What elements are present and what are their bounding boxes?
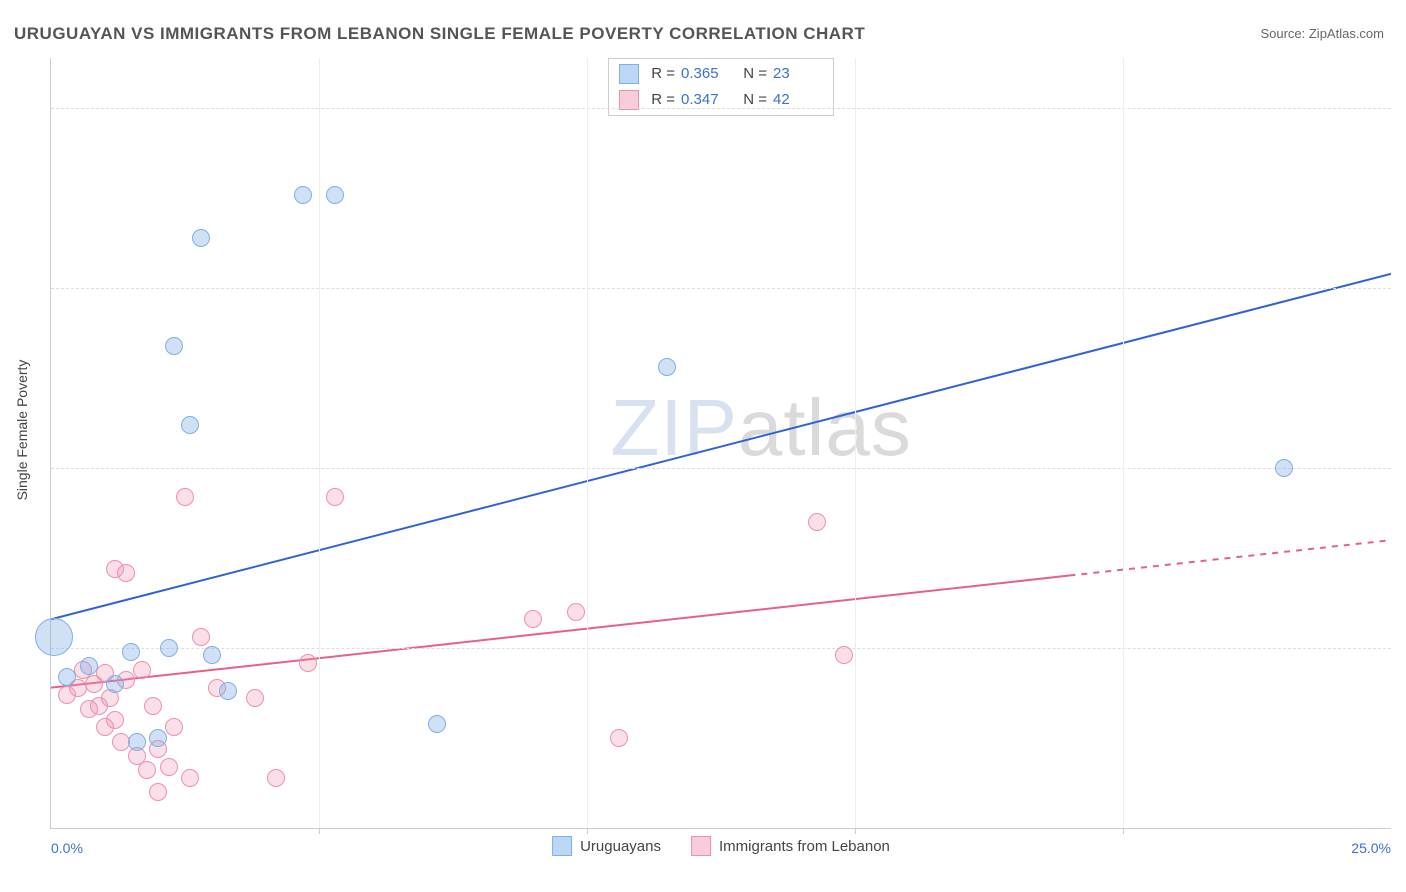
x-tick — [1123, 828, 1124, 834]
chart-container: URUGUAYAN VS IMMIGRANTS FROM LEBANON SIN… — [0, 0, 1406, 892]
data-point — [117, 564, 135, 582]
data-point — [149, 729, 167, 747]
source-label: Source: — [1260, 26, 1308, 41]
gridline-h — [51, 288, 1391, 289]
x-tick-label-max: 25.0% — [1351, 840, 1391, 856]
y-tick-label: 75.0% — [1397, 280, 1406, 296]
data-point — [299, 654, 317, 672]
x-tick — [587, 828, 588, 834]
data-point — [192, 229, 210, 247]
source-attribution: Source: ZipAtlas.com — [1260, 26, 1384, 41]
data-point — [181, 416, 199, 434]
data-point — [176, 488, 194, 506]
source-value: ZipAtlas.com — [1309, 26, 1384, 41]
series-swatch-0 — [552, 836, 572, 856]
data-point — [106, 675, 124, 693]
correlation-legend: R = 0.365 N = 23 R = 0.347 N = 42 — [608, 58, 834, 116]
gridline-v — [319, 58, 320, 828]
data-point — [246, 689, 264, 707]
data-point — [610, 729, 628, 747]
data-point — [149, 783, 167, 801]
x-tick — [855, 828, 856, 834]
watermark-bold: ZIP — [610, 383, 737, 472]
data-point — [165, 337, 183, 355]
legend-row-0: R = 0.365 N = 23 — [619, 61, 823, 87]
data-point — [326, 488, 344, 506]
data-point — [160, 758, 178, 776]
series-legend-item-1: Immigrants from Lebanon — [691, 836, 890, 856]
trendlines-layer — [51, 58, 1391, 828]
data-point — [133, 661, 151, 679]
data-point — [128, 733, 146, 751]
series-swatch-1 — [691, 836, 711, 856]
data-point — [219, 682, 237, 700]
data-point — [181, 769, 199, 787]
legend-swatch-1 — [619, 90, 639, 110]
x-tick — [319, 828, 320, 834]
data-point — [1275, 459, 1293, 477]
series-legend: Uruguayans Immigrants from Lebanon — [552, 836, 890, 856]
series-legend-item-0: Uruguayans — [552, 836, 661, 856]
data-point — [138, 761, 156, 779]
data-point — [122, 643, 140, 661]
gridline-h — [51, 468, 1391, 469]
data-point — [203, 646, 221, 664]
data-point — [428, 715, 446, 733]
data-point — [567, 603, 585, 621]
y-tick-label: 100.0% — [1397, 100, 1406, 116]
data-point — [524, 610, 542, 628]
data-point — [106, 711, 124, 729]
legend-r-label-0: R = — [645, 61, 675, 87]
data-point — [326, 186, 344, 204]
legend-swatch-0 — [619, 64, 639, 84]
gridline-h — [51, 108, 1391, 109]
data-point — [808, 513, 826, 531]
watermark-thin: atlas — [738, 383, 912, 472]
data-point — [192, 628, 210, 646]
legend-n-label-0: N = — [737, 61, 767, 87]
legend-r-value-0: 0.365 — [681, 61, 731, 87]
gridline-v — [855, 58, 856, 828]
trendline-0 — [51, 274, 1391, 619]
gridline-v — [1123, 58, 1124, 828]
data-point — [80, 657, 98, 675]
y-tick-label: 50.0% — [1397, 460, 1406, 476]
legend-n-value-0: 23 — [773, 61, 823, 87]
data-point — [658, 358, 676, 376]
gridline-h — [51, 648, 1391, 649]
y-tick-label: 25.0% — [1397, 640, 1406, 656]
data-point — [267, 769, 285, 787]
data-point — [160, 639, 178, 657]
data-point — [294, 186, 312, 204]
data-point — [165, 718, 183, 736]
x-tick-label-min: 0.0% — [51, 840, 83, 856]
series-name-0: Uruguayans — [580, 838, 661, 855]
chart-title: URUGUAYAN VS IMMIGRANTS FROM LEBANON SIN… — [14, 24, 865, 44]
y-axis-title: Single Female Poverty — [14, 360, 30, 501]
data-point — [144, 697, 162, 715]
trendline-1-dashed — [1069, 540, 1391, 575]
data-point — [58, 668, 76, 686]
gridline-v — [587, 58, 588, 828]
series-name-1: Immigrants from Lebanon — [719, 838, 890, 855]
data-point — [835, 646, 853, 664]
plot-area: ZIPatlas R = 0.365 N = 23 R = 0.347 N = … — [50, 58, 1391, 829]
data-point — [35, 618, 73, 656]
watermark: ZIPatlas — [610, 382, 911, 474]
